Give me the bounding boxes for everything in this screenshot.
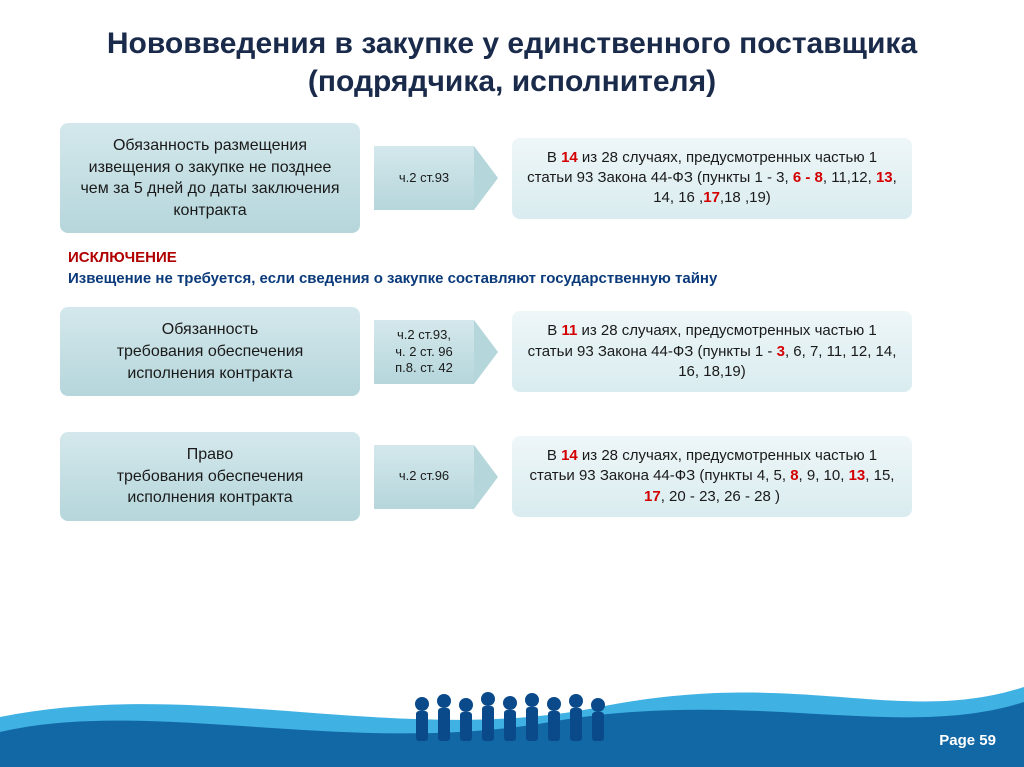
row-2-right-box: В 11 из 28 случаях, предусмотренных част… [512, 311, 912, 392]
exclusion-label: ИСКЛЮЧЕНИЕ [68, 249, 177, 266]
row-3: Правотребования обеспечения исполнения к… [0, 424, 1024, 529]
slide-title: Нововведения в закупке у единственного п… [0, 0, 1024, 115]
row-1-left-box: Обязанность размещения извещения о закуп… [60, 123, 360, 233]
exclusion-note: ИСКЛЮЧЕНИЕ Извещение не требуется, если … [0, 241, 1024, 299]
arrow-head-icon [474, 320, 498, 384]
arrow-head-icon [474, 445, 498, 509]
row-1: Обязанность размещения извещения о закуп… [0, 115, 1024, 241]
row-2-arrow-label: ч.2 ст.93,ч. 2 ст. 96п.8. ст. 42 [374, 320, 474, 384]
page-number: Page 59 [939, 732, 996, 749]
arrow-head-icon [474, 146, 498, 210]
row-3-left-box: Правотребования обеспечения исполнения к… [60, 432, 360, 521]
crowd-silhouette-icon [402, 689, 622, 749]
row-1-arrow-label: ч.2 ст.93 [374, 146, 474, 210]
row-3-right-box: В 14 из 28 случаях, предусмотренных част… [512, 436, 912, 517]
row-3-arrow-label: ч.2 ст.96 [374, 445, 474, 509]
exclusion-text: Извещение не требуется, если сведения о … [68, 270, 717, 287]
row-1-arrow: ч.2 ст.93 [374, 146, 498, 210]
row-2: Обязанностьтребования обеспечения исполн… [0, 299, 1024, 404]
row-2-arrow: ч.2 ст.93,ч. 2 ст. 96п.8. ст. 42 [374, 320, 498, 384]
row-2-left-box: Обязанностьтребования обеспечения исполн… [60, 307, 360, 396]
row-1-right-box: В 14 из 28 случаях, предусмотренных част… [512, 138, 912, 219]
row-3-arrow: ч.2 ст.96 [374, 445, 498, 509]
